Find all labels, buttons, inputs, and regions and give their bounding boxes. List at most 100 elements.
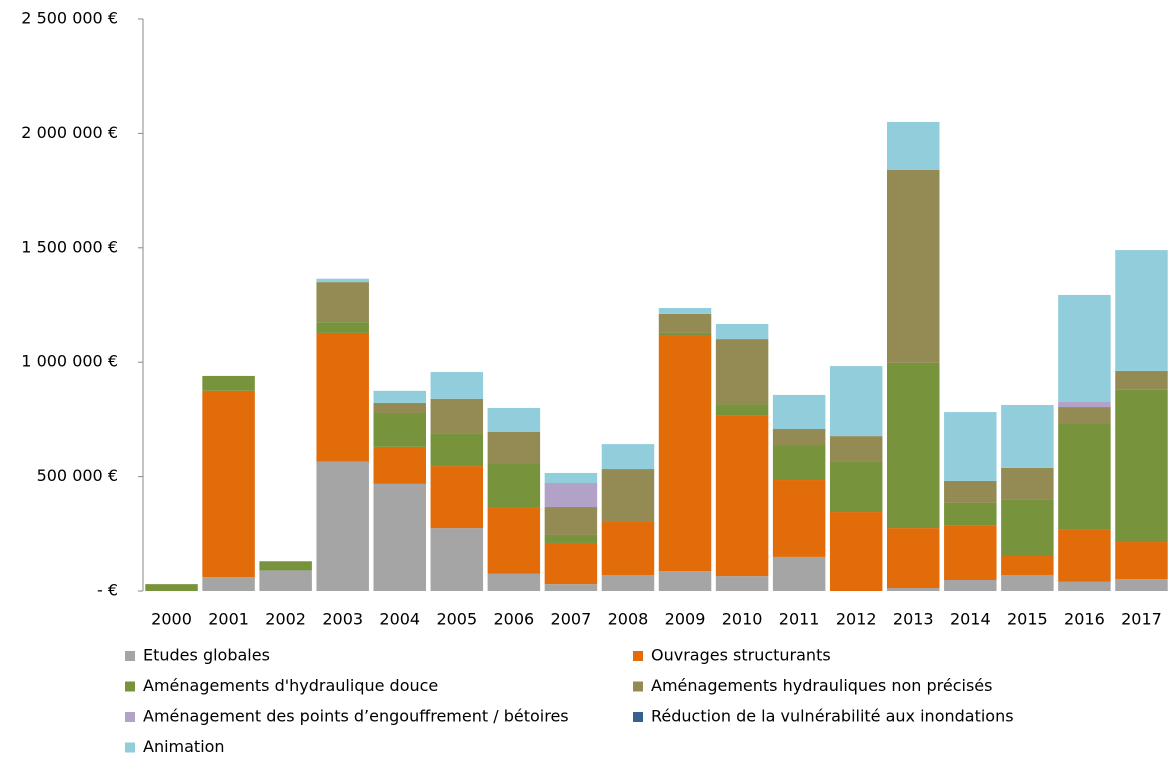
- x-tick-label: 2015: [1007, 610, 1048, 629]
- bar-segment: [487, 407, 541, 432]
- bar-segment: [944, 580, 997, 591]
- bar-segment: [658, 307, 712, 314]
- bar-segment: [715, 415, 769, 577]
- bar-segment: [887, 588, 940, 591]
- bar-segment: [772, 394, 826, 430]
- bar-segment: [772, 480, 826, 557]
- bar-segment: [259, 570, 312, 591]
- bar-segment: [829, 512, 883, 591]
- bar-segment: [544, 542, 598, 585]
- bar-segment: [1058, 529, 1111, 582]
- bar-segment: [944, 525, 997, 581]
- legend-swatch: [125, 712, 135, 722]
- x-tick-label: 2014: [950, 610, 991, 629]
- bar-segment: [887, 170, 940, 363]
- bar-segment: [316, 322, 369, 333]
- x-tick-label: 2008: [608, 610, 649, 629]
- bar-segment: [1115, 579, 1168, 591]
- legend-label: Réduction de la vulnérabilité aux inonda…: [651, 707, 1014, 726]
- bar-segment: [145, 584, 198, 591]
- bar-segment: [430, 398, 484, 434]
- bar-segment: [772, 445, 826, 481]
- bar-segment: [715, 323, 769, 340]
- y-tick-label: 2 500 000 €: [21, 9, 118, 28]
- bar-segment: [772, 429, 826, 446]
- bar-segment: [430, 433, 484, 467]
- bar-segment: [1001, 555, 1054, 575]
- bar-segment: [658, 313, 712, 333]
- bar-segment: [658, 332, 712, 335]
- bar-segment: [601, 444, 655, 470]
- y-tick-label: 1 500 000 €: [21, 237, 118, 256]
- bar-segment: [715, 339, 769, 405]
- bar-segment: [1115, 389, 1168, 543]
- bar-segment: [430, 372, 484, 399]
- x-tick-label: 2007: [551, 610, 592, 629]
- x-tick-label: 2010: [722, 610, 763, 629]
- bar-segment: [544, 507, 598, 535]
- bar-segment: [887, 528, 940, 589]
- bar-segment: [1001, 499, 1054, 556]
- bar-segment: [373, 446, 426, 484]
- bar-segment: [202, 390, 255, 578]
- bar-segment: [544, 584, 598, 591]
- x-tick-label: 2011: [779, 610, 820, 629]
- bar-segment: [487, 573, 541, 591]
- bar-segment: [373, 483, 426, 591]
- bar-segment: [601, 520, 655, 522]
- bar-segment: [487, 507, 541, 574]
- bar-segment: [1058, 423, 1111, 530]
- legend-swatch: [633, 651, 643, 661]
- bar-segment: [202, 577, 255, 591]
- legend-swatch: [125, 681, 135, 692]
- legend-swatch: [633, 681, 643, 692]
- x-tick-label: 2001: [208, 610, 249, 629]
- x-tick-label: 2016: [1064, 610, 1105, 629]
- legend-swatch: [125, 742, 135, 753]
- legend-label: Aménagements d'hydraulique douce: [143, 676, 438, 695]
- bar-segment: [944, 412, 997, 481]
- bar-segment: [715, 404, 769, 416]
- bar-segment: [658, 334, 712, 572]
- bar-segment: [715, 576, 769, 591]
- bar-segment: [1058, 407, 1111, 424]
- bar-segment: [1058, 294, 1111, 403]
- x-tick-label: 2013: [893, 610, 934, 629]
- bar-segment: [316, 278, 369, 283]
- legend-label: Etudes globales: [143, 646, 270, 665]
- bar-segment: [430, 528, 484, 591]
- bar-segment: [1001, 467, 1054, 500]
- x-tick-label: 2004: [379, 610, 420, 629]
- bar-segment: [544, 472, 598, 484]
- legend-label: Aménagement des points d’engouffrement /…: [143, 707, 569, 726]
- bar-segment: [259, 561, 312, 571]
- y-tick-label: - €: [97, 581, 118, 600]
- legend-label: Ouvrages structurants: [651, 646, 831, 665]
- bar-segment: [887, 362, 940, 529]
- y-tick-label: 1 000 000 €: [21, 352, 118, 371]
- bar-segment: [316, 461, 369, 591]
- bar-segment: [430, 466, 484, 529]
- bar-segment: [487, 464, 541, 508]
- x-tick-label: 2012: [836, 610, 877, 629]
- bar-segment: [1115, 370, 1168, 390]
- bar-segment: [373, 402, 426, 413]
- bar-segment: [373, 412, 426, 447]
- bar-segment: [601, 521, 655, 575]
- bar-segment: [487, 431, 541, 465]
- bar-segment: [544, 483, 598, 508]
- bar-segment: [1001, 404, 1054, 468]
- legend-swatch: [633, 712, 643, 722]
- bar-segment: [1001, 574, 1054, 591]
- y-tick-label: 2 000 000 €: [21, 123, 118, 142]
- bar-segment: [202, 375, 255, 391]
- x-tick-label: 2002: [265, 610, 306, 629]
- bar-segment: [544, 534, 598, 543]
- bar-segment: [316, 332, 369, 462]
- bar-segment: [1058, 402, 1111, 408]
- legend-label: Aménagements hydrauliques non précisés: [651, 676, 992, 695]
- x-tick-label: 2009: [665, 610, 706, 629]
- legend-swatch: [125, 651, 135, 661]
- bar-segment: [658, 571, 712, 591]
